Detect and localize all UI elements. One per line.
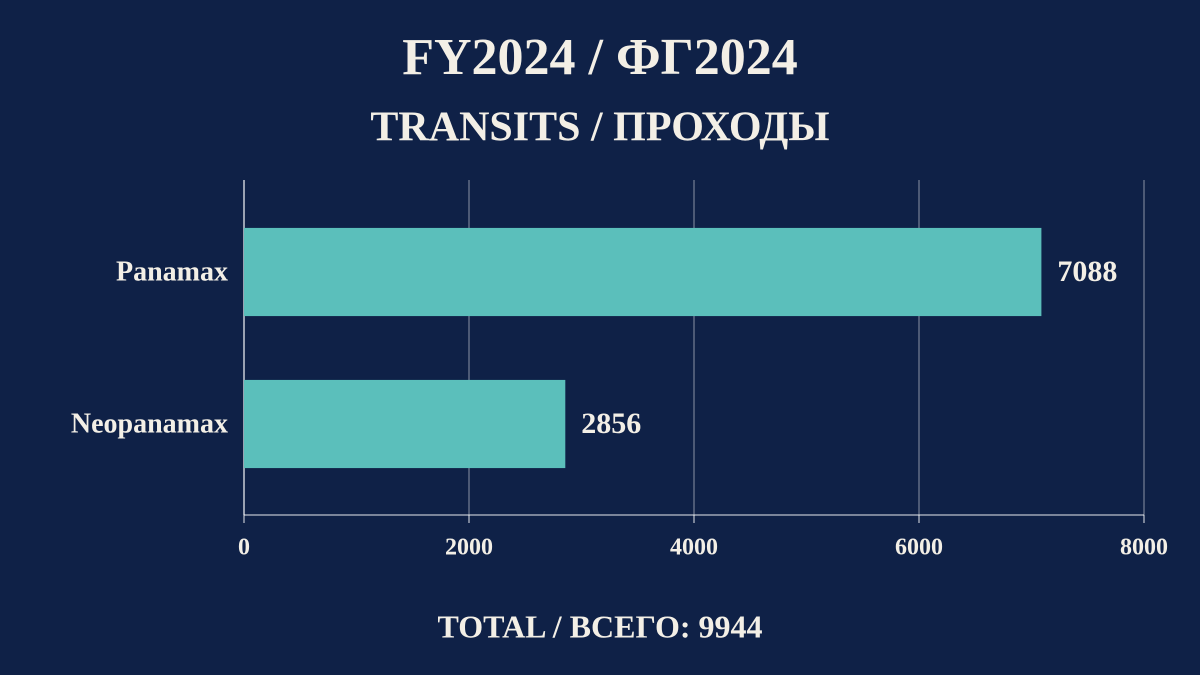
x-tick-label: 2000 (445, 535, 493, 561)
y-tick-label: Neopanamax (71, 408, 228, 439)
total-annotation: TOTAL / ВСЕГО: 9944 (437, 608, 762, 644)
x-tick-label: 0 (238, 535, 250, 561)
bar (244, 379, 566, 469)
chart-title: FY2024 / ФГ2024 (402, 29, 798, 86)
x-tick-label: 6000 (895, 535, 943, 561)
bar (244, 227, 1042, 317)
y-tick-label: Panamax (116, 256, 228, 287)
x-tick-label: 4000 (670, 535, 718, 561)
x-tick-label: 8000 (1120, 535, 1168, 561)
value-label: 2856 (581, 407, 641, 440)
chart-subtitle: TRANSITS / ПРОХОДЫ (370, 105, 829, 151)
value-label: 7088 (1057, 255, 1117, 288)
